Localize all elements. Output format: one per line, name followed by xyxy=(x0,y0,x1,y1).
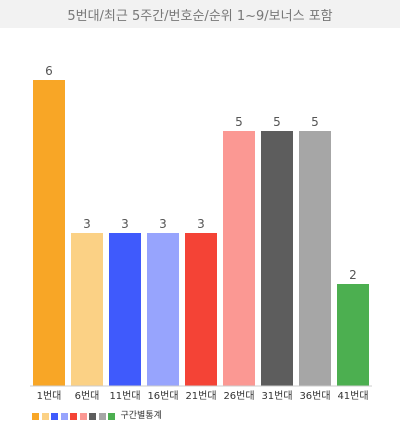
data-label: 3 xyxy=(83,217,91,231)
data-label: 3 xyxy=(121,217,129,231)
legend-swatch xyxy=(108,412,115,420)
x-tick-label: 26번대 xyxy=(223,390,254,402)
data-label: 5 xyxy=(311,115,319,129)
x-tick-label: 31번대 xyxy=(261,390,292,402)
legend[interactable]: 구간별통계 xyxy=(32,408,162,421)
x-tick-label: 36번대 xyxy=(299,390,330,402)
legend-swatch xyxy=(98,412,106,420)
legend-swatch xyxy=(51,412,58,420)
legend-swatch xyxy=(41,412,49,420)
legend-swatch xyxy=(60,412,68,420)
x-tick-label: 6번대 xyxy=(75,390,100,402)
data-label: 6 xyxy=(45,64,53,78)
data-label: 3 xyxy=(159,217,167,231)
data-label: 2 xyxy=(349,268,357,282)
bar xyxy=(185,233,217,386)
legend-swatch xyxy=(89,412,96,420)
data-label: 5 xyxy=(273,115,281,129)
legend-swatch xyxy=(32,412,39,420)
x-tick-label: 1번대 xyxy=(37,390,62,402)
bar xyxy=(147,233,179,386)
data-label: 5 xyxy=(235,115,243,129)
bar xyxy=(71,233,103,386)
legend-swatches xyxy=(32,405,118,424)
bar xyxy=(33,80,65,386)
x-tick-label: 16번대 xyxy=(147,390,178,402)
bar xyxy=(109,233,141,386)
title-bar: 5번대/최근 5주간/번호순/순위 1~9/보너스 포함 xyxy=(0,0,400,28)
x-tick-label: 21번대 xyxy=(185,390,216,402)
bar xyxy=(223,131,255,386)
legend-swatch xyxy=(70,412,77,420)
legend-label: 구간별통계 xyxy=(120,410,162,421)
bar xyxy=(261,131,293,386)
bar xyxy=(337,284,369,386)
x-tick-label: 41번대 xyxy=(337,390,368,402)
bar xyxy=(299,131,331,386)
data-label: 3 xyxy=(197,217,205,231)
x-tick-label: 11번대 xyxy=(109,390,140,402)
chart-title: 5번대/최근 5주간/번호순/순위 1~9/보너스 포함 xyxy=(67,9,333,24)
legend-swatch xyxy=(79,412,87,420)
